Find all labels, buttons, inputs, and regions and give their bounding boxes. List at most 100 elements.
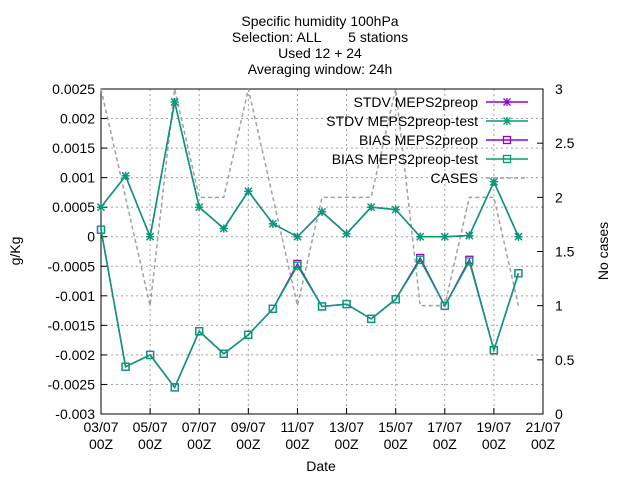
series-line-1 (100, 101, 520, 240)
y-tick-label: 0.0005 (52, 199, 95, 215)
data-point-3 (416, 255, 425, 264)
legend: STDV MEPS2preop STDV MEPS2preop-test BIAS … (326, 94, 528, 186)
data-point-3 (96, 225, 106, 234)
y-tick-label: -0.0015 (48, 317, 96, 333)
series-line-3 (100, 229, 520, 389)
x-tick-label-date: 19/07 (476, 419, 511, 435)
y-tick-label: -0.003 (55, 406, 95, 422)
y-tick-label: -0.0005 (48, 258, 96, 274)
title-line-4: Averaging window: 24h (248, 61, 393, 77)
data-point-1 (121, 171, 130, 180)
data-point-3 (514, 269, 523, 278)
y2-tick-label: 2 (555, 189, 563, 205)
y-tick-label: -0.0025 (48, 376, 96, 392)
plot-border (100, 88, 544, 415)
data-point-1 (342, 229, 351, 238)
y-tick-label: 0.0025 (52, 81, 95, 97)
x-tick-label-date: 07/07 (182, 419, 217, 435)
x-tick-label-hour: 00Z (187, 436, 212, 452)
data-point-3 (440, 301, 449, 311)
data-point-3 (170, 383, 179, 392)
data-point-1 (318, 207, 326, 216)
y2-axis-label: No cases (595, 222, 611, 280)
y2-tick-label: 1 (555, 298, 563, 314)
data-point-1 (489, 177, 498, 186)
legend-marker (502, 154, 512, 164)
data-point-3 (465, 257, 474, 266)
y-tick-label: -0.001 (55, 288, 95, 304)
y2-tick-label: 2.5 (555, 135, 575, 151)
x-axis-label: Date (306, 458, 336, 474)
data-point-1 (244, 187, 253, 196)
data-point-1 (146, 232, 155, 241)
y2-tick-label: 0.5 (555, 352, 575, 368)
x-tick-label-hour: 00Z (138, 436, 163, 452)
data-point-3 (145, 350, 155, 360)
x-tick-label-date: 09/07 (231, 419, 266, 435)
series-layer (96, 88, 523, 392)
x-tick-label-hour: 00Z (531, 436, 556, 452)
chart-title: Specific humidity 100hPa Selection: ALL … (232, 13, 408, 77)
data-point-1 (514, 232, 523, 241)
y-tick-label: 0 (87, 229, 95, 245)
legend-label: BIAS MEPS2preop (359, 132, 478, 148)
legend-marker (502, 135, 512, 145)
x-tick-label-date: 21/07 (525, 419, 560, 435)
x-tick-label-date: 05/07 (133, 419, 168, 435)
data-point-3 (391, 295, 400, 304)
data-point-1 (465, 231, 474, 240)
x-tick-label-hour: 00Z (384, 436, 409, 452)
x-tick-label-date: 11/07 (280, 419, 314, 435)
data-point-1 (195, 203, 204, 212)
y-tick-label: -0.002 (55, 347, 95, 363)
y-tick-label: 0.0015 (52, 140, 95, 156)
title-line-1: Specific humidity 100hPa (241, 13, 398, 29)
legend-label: STDV MEPS2preop-test (326, 113, 478, 129)
data-point-3 (489, 346, 499, 355)
data-point-1 (170, 98, 179, 106)
x-tick-label-date: 17/07 (427, 419, 462, 435)
x-tick-label-date: 13/07 (329, 419, 364, 435)
title-line-3: Used 12 + 24 (278, 45, 362, 61)
x-tick-label-hour: 00Z (236, 436, 261, 452)
data-point-3 (121, 362, 130, 371)
data-point-1 (367, 203, 376, 212)
data-point-3 (293, 261, 302, 270)
y2-tick-label: 1.5 (555, 244, 575, 260)
axes: 0.0025 0.002 0.0015 0.001 0.0005 0 -0.0005 -0.0… (48, 81, 575, 452)
data-point-3 (317, 302, 327, 311)
grid (100, 88, 544, 415)
y2-tick-label: 0 (555, 406, 563, 422)
data-point-1 (391, 205, 400, 214)
title-line-2: Selection: ALL 5 stations (232, 29, 408, 45)
x-tick-label-hour: 00Z (334, 436, 359, 452)
data-point-1 (97, 203, 105, 212)
x-tick-label-hour: 00Z (482, 436, 507, 452)
legend-label: BIAS MEPS2preop-test (332, 151, 478, 167)
data-point-1 (416, 232, 425, 241)
data-point-1 (440, 232, 449, 241)
data-point-3 (366, 314, 376, 324)
legend-label: STDV MEPS2preop (354, 94, 479, 110)
legend-marker (503, 117, 511, 125)
x-tick-label-hour: 00Z (89, 436, 114, 452)
y2-tick-label: 3 (555, 81, 563, 97)
y-tick-label: 0.002 (60, 111, 95, 127)
x-tick-label-hour: 00Z (433, 436, 458, 452)
data-point-3 (342, 299, 351, 309)
data-point-1 (268, 219, 277, 228)
data-point-3 (244, 330, 253, 339)
data-point-3 (219, 349, 228, 358)
data-point-3 (195, 327, 204, 336)
x-tick-label-date: 03/07 (83, 419, 118, 435)
y-tick-label: 0.001 (60, 170, 95, 186)
data-point-1 (293, 232, 302, 241)
x-tick-label-date: 15/07 (378, 419, 413, 435)
legend-label: CASES (431, 170, 478, 186)
y-axis-label: g/Kg (7, 237, 23, 266)
data-point-3 (268, 304, 278, 313)
legend-marker (503, 98, 511, 106)
x-tick-label-hour: 00Z (285, 436, 310, 452)
data-point-1 (219, 224, 228, 233)
